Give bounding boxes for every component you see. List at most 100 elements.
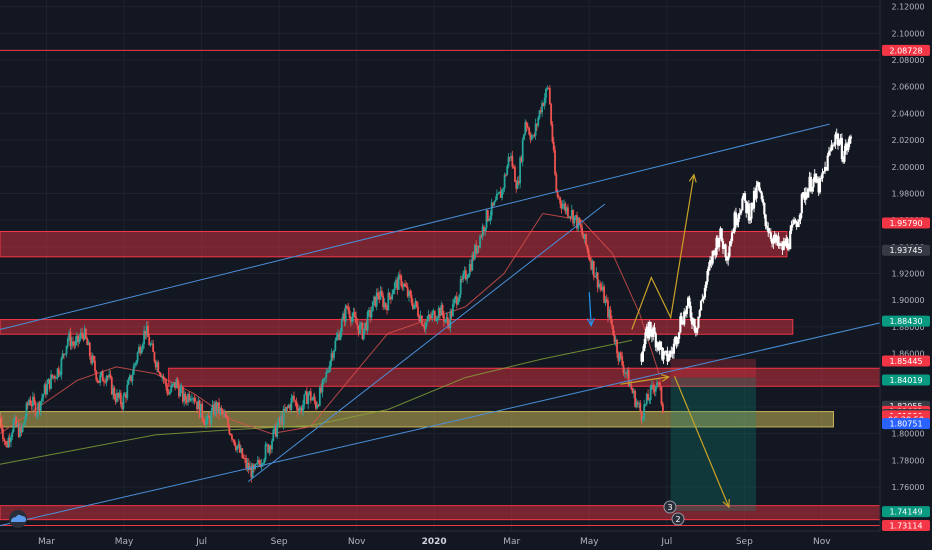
forecast-body (692, 318, 695, 325)
candle-body (333, 350, 335, 358)
y-tick-label: 2.06000 (891, 83, 924, 92)
price-badge: 1.85445 (882, 355, 930, 367)
forecast-body (831, 144, 834, 146)
candle-body (181, 387, 184, 402)
x-axis-panel[interactable] (0, 531, 932, 550)
x-tick-label: Nov (348, 537, 366, 547)
candle-body (411, 303, 414, 309)
candle-body (95, 370, 98, 380)
candle-body (109, 374, 112, 378)
candle-body (150, 343, 153, 345)
candle-body (335, 337, 338, 341)
candle-body (520, 157, 523, 162)
price-badges: 2.08728 1.95790 1.93745 1.88430 1.85445 1.840… (882, 44, 930, 531)
candle-body (0, 417, 1, 419)
candle-body (579, 224, 582, 228)
candle-body (662, 404, 664, 413)
candle-body (591, 260, 594, 270)
forecast-body (825, 166, 828, 171)
candle-body (391, 294, 394, 300)
candle-body (498, 191, 501, 194)
candle-body (293, 395, 295, 401)
candle-body (220, 408, 223, 411)
candle-body (370, 311, 373, 318)
candle-body (38, 402, 41, 412)
y-axis-panel[interactable] (880, 0, 932, 550)
forecast-body (658, 341, 661, 350)
candle-body (276, 425, 279, 437)
candle-body (255, 463, 258, 465)
forecast-body (657, 342, 660, 350)
candle-body (401, 285, 404, 287)
candle-body (445, 317, 448, 320)
candle-body (81, 332, 83, 336)
arrow-head-0 (688, 173, 697, 183)
forecast-body (714, 250, 717, 256)
candle-body (198, 400, 201, 418)
forecast-body (730, 232, 734, 241)
forecast-body (739, 210, 743, 214)
candle-body (339, 331, 342, 340)
candle-body (369, 310, 372, 318)
candle-body (274, 425, 277, 437)
candle-body (216, 402, 219, 413)
arrow-path-1 (620, 376, 669, 385)
candle-body (141, 344, 144, 350)
y-tick-label: 1.80000 (891, 430, 924, 439)
candle-body (321, 380, 324, 393)
candle-body (153, 351, 156, 362)
candle-body (132, 365, 135, 375)
candle-body (595, 272, 598, 278)
candle-body (422, 325, 425, 327)
candle-body (410, 295, 413, 304)
candle-body (206, 415, 209, 420)
x-tick-label: Nov (813, 537, 831, 547)
candle-body (476, 245, 479, 254)
forecast-body (683, 311, 686, 325)
tradingview-cloud-icon[interactable] (9, 510, 27, 528)
candle-body (156, 362, 158, 368)
zone-2 (168, 367, 881, 387)
candle-body (519, 157, 522, 184)
candle-body (128, 375, 131, 380)
candle-body (295, 401, 298, 408)
arrow-path-0 (631, 174, 695, 330)
forecast-body (835, 133, 838, 135)
candle-body (488, 219, 491, 221)
forecast-body (711, 250, 714, 264)
candle-body (521, 139, 524, 162)
candle-body (85, 328, 87, 339)
candle-body (423, 326, 426, 330)
candle-body (507, 156, 510, 167)
forecast-body (662, 351, 665, 360)
candle-body (306, 391, 308, 405)
candle-body (532, 135, 534, 137)
candle-body (78, 337, 81, 343)
candle-body (51, 374, 54, 378)
x-tick-label: 2020 (422, 537, 447, 547)
flag-event-icon[interactable]: 2 (671, 512, 685, 526)
price-candles (0, 84, 664, 483)
candle-body (599, 283, 602, 287)
candle-body (418, 315, 421, 322)
forecast-body (674, 336, 677, 344)
candle-body (143, 330, 145, 345)
event-markers[interactable]: 32 (663, 500, 685, 526)
candle-body (656, 382, 658, 387)
candle-body (634, 391, 637, 407)
candle-body (557, 196, 560, 198)
candle-body (48, 378, 51, 389)
forecast-body (843, 151, 846, 162)
forecast-body (724, 244, 727, 258)
flag-event-icon[interactable]: 3 (663, 500, 677, 514)
candle-body (123, 394, 126, 396)
candle-body (296, 407, 299, 413)
y-tick-label: 2.00000 (891, 163, 924, 172)
candle-body (304, 391, 307, 395)
candle-body (647, 394, 649, 401)
x-tick-label: Mar (503, 537, 520, 547)
candle-body (592, 260, 595, 277)
candle-body (512, 166, 515, 168)
